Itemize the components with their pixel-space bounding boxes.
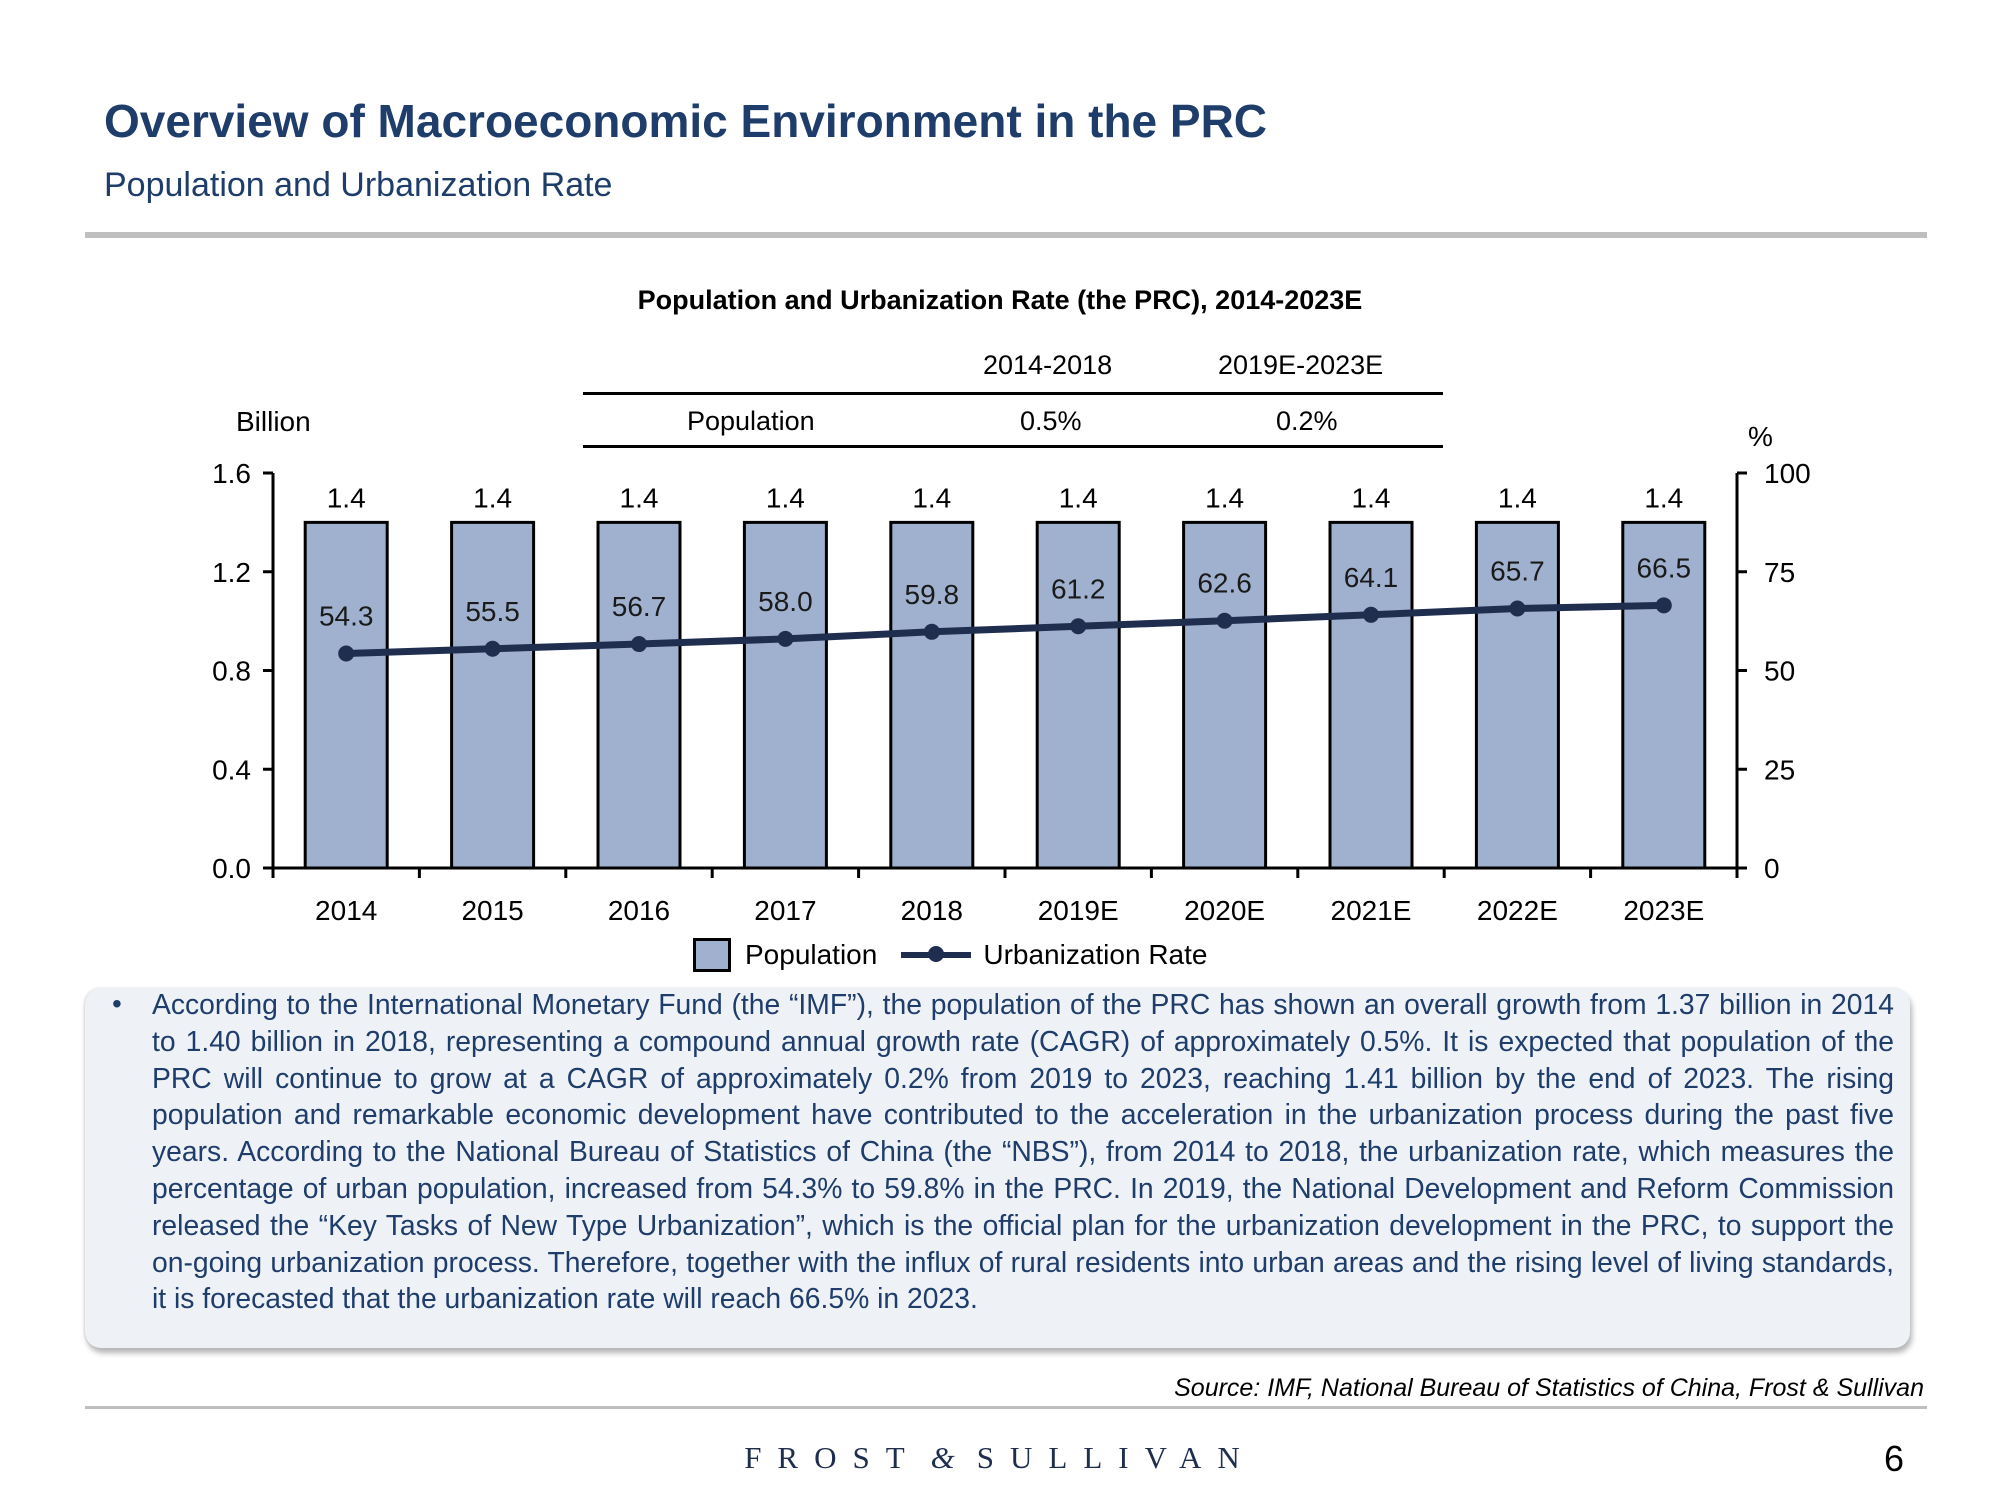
cagr-table-bottom-rule <box>583 445 1443 448</box>
right-y-tick-label: 75 <box>1764 557 1795 588</box>
urbanization-data-label: 64.1 <box>1344 562 1399 593</box>
left-y-tick-label: 1.2 <box>212 557 251 588</box>
bullet-icon: • <box>112 988 122 1019</box>
urbanization-rate-point <box>923 623 940 640</box>
x-tick-label: 2017 <box>754 895 816 926</box>
population-bar <box>1621 520 1707 870</box>
legend-population-swatch <box>693 938 731 972</box>
page-number: 6 <box>1883 1438 1904 1479</box>
right-y-tick-label: 25 <box>1764 754 1795 785</box>
urbanization-data-label: 62.6 <box>1197 568 1252 599</box>
urbanization-data-label: 56.7 <box>612 591 667 622</box>
header-divider <box>85 232 1927 238</box>
x-tick-label: 2014 <box>315 895 377 926</box>
page-title: Overview of Macroeconomic Environment in… <box>104 95 1268 147</box>
x-tick-label: 2019E <box>1038 895 1119 926</box>
population-bar <box>1474 520 1560 870</box>
urbanization-rate-point <box>1509 600 1526 617</box>
urbanization-data-label: 66.5 <box>1637 552 1692 583</box>
population-bar <box>1182 520 1268 870</box>
urbanization-rate-point <box>631 636 647 653</box>
cagr-period-header: 2019E-2023E <box>1218 350 1384 380</box>
population-data-label: 1.4 <box>1059 482 1098 513</box>
chart-legend: Population Urbanization Rate <box>693 938 1207 972</box>
left-y-tick-label: 1.6 <box>212 458 251 489</box>
population-data-label: 1.4 <box>1498 482 1537 513</box>
logo-ampersand: & <box>930 1440 955 1475</box>
legend-label-population: Population <box>745 939 878 970</box>
population-bar <box>450 520 536 870</box>
cagr-row-label: Population <box>687 406 815 436</box>
population-data-label: 1.4 <box>473 482 512 513</box>
left-y-tick-label: 0.4 <box>212 754 251 785</box>
x-tick-label: 2021E <box>1331 895 1412 926</box>
left-y-tick-label: 0.8 <box>212 656 251 687</box>
cagr-value: 0.2% <box>1276 406 1338 436</box>
urbanization-rate-point <box>1070 618 1087 635</box>
urbanization-data-label: 59.8 <box>905 579 960 610</box>
urbanization-data-label: 65.7 <box>1490 555 1545 586</box>
right-axis-unit-label: % <box>1748 421 1773 452</box>
population-data-label: 1.4 <box>912 482 951 513</box>
logo-word-sullivan: SULLIVAN <box>976 1440 1256 1475</box>
source-note: Source: IMF, National Bureau of Statisti… <box>1174 1374 1924 1402</box>
urbanization-rate-point <box>484 640 501 657</box>
population-bar <box>596 520 682 870</box>
logo-word-frost: FROST <box>744 1440 921 1475</box>
cagr-value: 0.5% <box>1020 406 1082 436</box>
population-bar <box>303 520 389 870</box>
cagr-table-top-rule <box>583 392 1443 395</box>
right-y-tick-label: 100 <box>1764 458 1811 489</box>
urbanization-data-label: 54.3 <box>319 601 374 632</box>
left-y-tick-label: 0.0 <box>212 853 251 884</box>
urbanization-data-label: 58.0 <box>758 586 813 617</box>
population-urbanization-chart: 0.0 0.4 0.8 1.2 1.6 0 25 50 75 100 2014 2015 2016 201… <box>212 406 1811 926</box>
legend-label-urbanization: Urbanization Rate <box>983 939 1208 970</box>
x-tick-label: 2016 <box>608 895 670 926</box>
x-tick-label: 2022E <box>1477 895 1558 926</box>
population-data-label: 1.4 <box>766 482 805 513</box>
urbanization-rate-point <box>777 630 794 647</box>
urbanization-rate-point <box>1655 597 1672 614</box>
population-data-label: 1.4 <box>620 482 659 513</box>
footer-divider <box>85 1406 1927 1409</box>
right-y-tick-label: 0 <box>1764 853 1780 884</box>
x-tick-label: 2023E <box>1623 895 1704 926</box>
legend-urbanization-line-marker <box>901 946 972 962</box>
population-data-label: 1.4 <box>327 482 366 513</box>
urbanization-rate-point <box>1216 612 1233 629</box>
x-tick-label: 2015 <box>461 895 523 926</box>
population-bar <box>1328 520 1414 870</box>
urbanization-data-label: 61.2 <box>1051 573 1106 604</box>
right-y-tick-label: 50 <box>1764 656 1795 687</box>
commentary-box <box>85 988 1910 1348</box>
chart-title: Population and Urbanization Rate (the PR… <box>637 285 1363 315</box>
left-axis-unit-label: Billion <box>236 406 311 437</box>
population-bar <box>889 520 975 870</box>
x-tick-label: 2020E <box>1184 895 1265 926</box>
x-tick-label: 2018 <box>901 895 963 926</box>
urbanization-rate-point <box>338 645 355 662</box>
urbanization-rate-line <box>346 601 1664 658</box>
urbanization-data-label: 55.5 <box>465 596 520 627</box>
population-bar <box>742 520 828 870</box>
page-subtitle: Population and Urbanization Rate <box>104 166 613 204</box>
urbanization-rate-point <box>1363 606 1379 623</box>
population-data-label: 1.4 <box>1205 482 1244 513</box>
frost-sullivan-logo: FROST & SULLIVAN <box>0 1440 2000 1476</box>
commentary-text: According to the International Monetary … <box>152 988 1894 1315</box>
population-data-label: 1.4 <box>1352 482 1391 513</box>
population-data-label: 1.4 <box>1644 482 1683 513</box>
cagr-period-header: 2014-2018 <box>983 350 1113 380</box>
population-bar <box>1035 520 1121 870</box>
